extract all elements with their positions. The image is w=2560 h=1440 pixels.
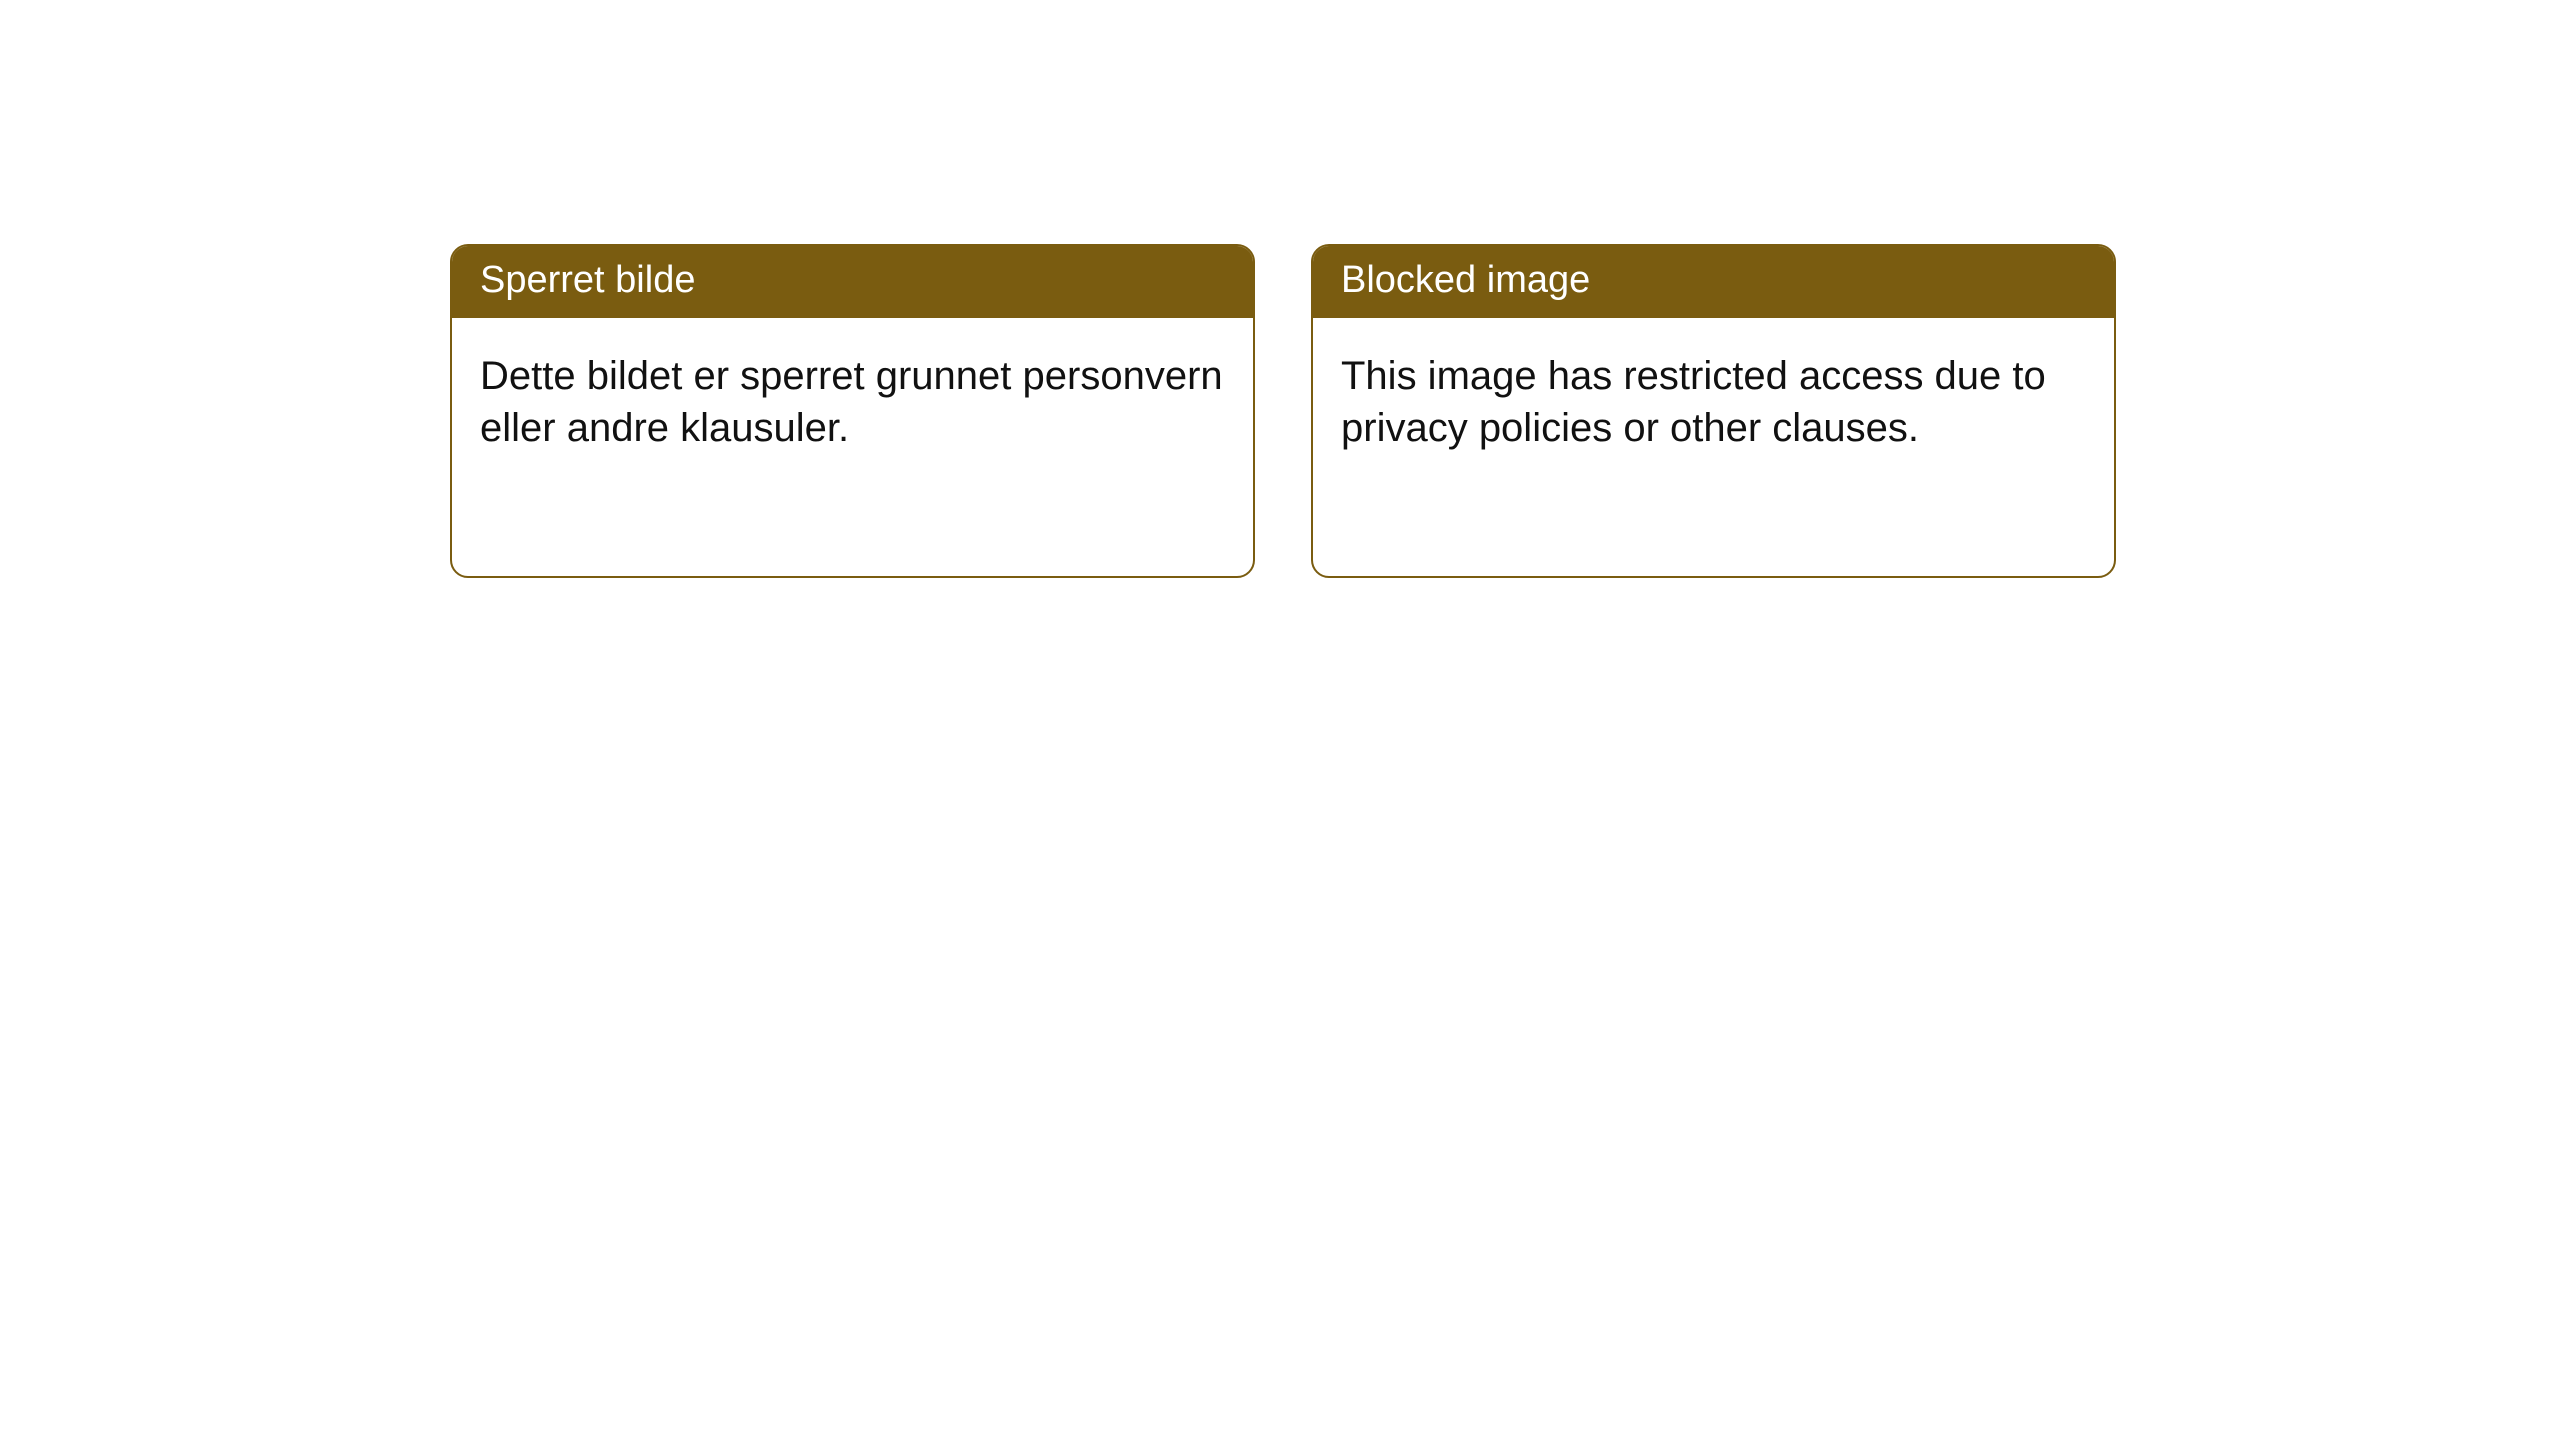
- notice-body: This image has restricted access due to …: [1313, 318, 2114, 482]
- notice-card-english: Blocked image This image has restricted …: [1311, 244, 2116, 578]
- notice-body: Dette bildet er sperret grunnet personve…: [452, 318, 1253, 482]
- notice-title: Blocked image: [1313, 246, 2114, 318]
- notice-card-norwegian: Sperret bilde Dette bildet er sperret gr…: [450, 244, 1255, 578]
- notice-title: Sperret bilde: [452, 246, 1253, 318]
- notice-container: Sperret bilde Dette bildet er sperret gr…: [450, 244, 2116, 578]
